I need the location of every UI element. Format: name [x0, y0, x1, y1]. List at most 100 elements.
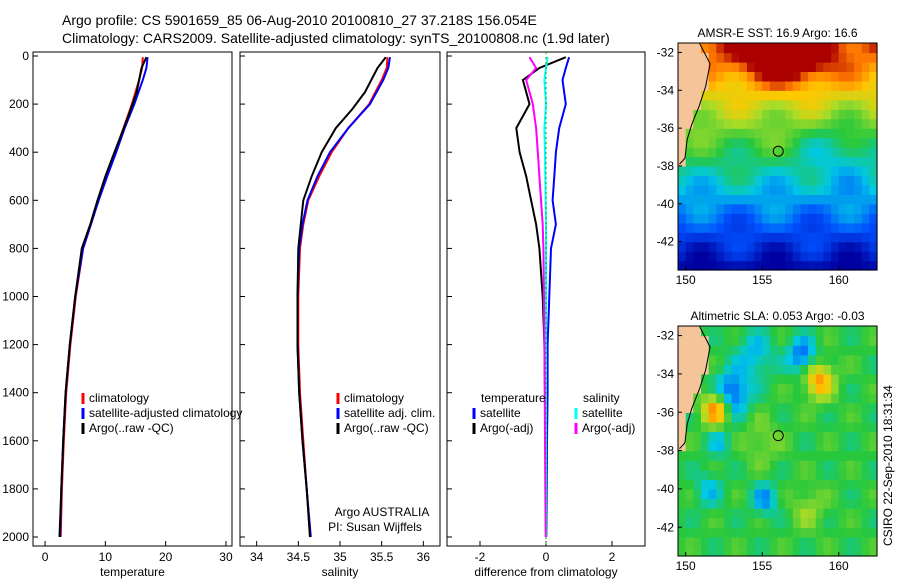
sst-map-value-cell	[846, 213, 855, 224]
sst-map-value-cell	[854, 109, 863, 120]
sst-map-title: AMSR-E SST: 16.9 Argo: 16.6	[697, 26, 857, 40]
sla-map-value-cell	[831, 421, 840, 432]
sla-map-value-cell	[777, 460, 786, 471]
sst-map-value-cell	[823, 194, 832, 205]
sst-map-value-cell	[838, 109, 847, 120]
sla-map-value-cell	[685, 431, 694, 442]
sla-map-value-cell	[754, 373, 763, 385]
sst-map-value-cell	[785, 90, 794, 101]
sla-map-ytick-label: -40	[657, 482, 675, 496]
sst-map-value-cell	[723, 71, 733, 82]
sla-map-value-cell	[800, 441, 809, 452]
sla-map-value-cell	[815, 421, 825, 432]
sst-map-value-cell	[716, 109, 725, 120]
sst-map-value-cell	[869, 128, 878, 139]
sst-map-value-cell	[831, 61, 840, 72]
sst-map-value-cell	[815, 147, 825, 158]
sst-map-value-cell	[716, 166, 725, 177]
sst-map-value-cell	[762, 147, 771, 158]
sst-map-value-cell	[716, 80, 725, 91]
sla-map-value-cell	[678, 450, 687, 461]
sst-map-value-cell	[754, 137, 763, 148]
sst-map-value-cell	[754, 109, 763, 120]
sst-map-value-cell	[854, 222, 863, 233]
sla-map-value-cell	[708, 383, 717, 394]
sst-map-value-cell	[808, 147, 817, 158]
sst-map-value-cell	[792, 175, 802, 186]
sla-map-value-cell	[815, 527, 825, 538]
sla-map-value-cell	[785, 488, 794, 500]
sst-map-value-cell	[685, 222, 694, 233]
sst-map-value-cell	[823, 184, 832, 195]
sla-map-value-cell	[777, 508, 786, 519]
sla-map-value-cell	[769, 335, 779, 346]
sla-map-value-cell	[808, 326, 817, 337]
sla-map-value-cell	[754, 546, 763, 557]
sla-map-value-cell	[800, 469, 809, 480]
sla-map-value-cell	[754, 421, 763, 432]
sst-map-value-cell	[731, 222, 740, 233]
sst-map-value-cell	[708, 156, 717, 167]
sla-map-value-cell	[777, 402, 786, 413]
sla-map-value-cell	[800, 345, 809, 356]
sla-map-value-cell	[846, 402, 855, 413]
sla-map-value-cell	[823, 517, 832, 528]
sla-map-value-cell	[838, 402, 847, 413]
sst-map-value-cell	[746, 128, 756, 139]
sst-map-value-cell	[792, 166, 802, 177]
sla-map-value-cell	[861, 393, 870, 404]
sst-map-value-cell	[831, 251, 840, 262]
sla-map-value-cell	[869, 460, 878, 471]
sla-map-land-cell	[685, 335, 694, 346]
sla-map-value-cell	[762, 546, 771, 557]
sst-map-ytick-label: -34	[657, 83, 675, 97]
sst-map-value-cell	[808, 222, 817, 233]
sla-map-value-cell	[831, 450, 840, 461]
sst-map-value-cell	[838, 118, 847, 129]
sla-map-value-cell	[739, 508, 748, 519]
sst-map-value-cell	[861, 232, 870, 243]
sst-map-value-cell	[746, 147, 756, 158]
sla-map-value-cell	[861, 383, 870, 394]
salinity-xlabel: salinity	[322, 565, 359, 579]
sla-map-value-cell	[731, 354, 740, 365]
sla-map-value-cell	[785, 431, 794, 442]
sst-map-value-cell	[815, 156, 825, 167]
sst-map-value-cell	[769, 260, 779, 271]
sla-map-value-cell	[716, 345, 725, 356]
sst-map-value-cell	[701, 43, 710, 54]
sla-map-value-cell	[831, 517, 840, 528]
sla-map-land-cell	[678, 431, 687, 442]
sst-map-value-cell	[854, 166, 863, 177]
sla-map-value-cell	[723, 469, 733, 480]
sst-map-value-cell	[800, 99, 809, 110]
sla-map-value-cell	[861, 536, 870, 547]
sst-map-value-cell	[746, 52, 756, 63]
sst-map-value-cell	[723, 232, 733, 243]
argo-country-annotation: Argo AUSTRALIA	[335, 505, 430, 519]
salinity-xtick-label: 34.5	[287, 550, 311, 564]
sst-map-value-cell	[800, 71, 809, 82]
sla-map-value-cell	[846, 508, 855, 519]
sla-map-value-cell	[777, 546, 786, 557]
sla-map-value-cell	[815, 383, 825, 394]
sst-map-value-cell	[792, 43, 802, 54]
sst-map-value-cell	[769, 175, 779, 186]
sla-map-value-cell	[838, 441, 847, 452]
sst-map-value-cell	[678, 251, 687, 262]
sla-map-value-cell	[861, 498, 870, 509]
sla-map-value-cell	[731, 441, 740, 452]
sst-map-value-cell	[838, 213, 847, 224]
sla-map-value-cell	[701, 527, 710, 538]
sst-map-value-cell	[854, 213, 863, 224]
sla-map-value-cell	[792, 460, 802, 471]
sla-map-value-cell	[838, 536, 847, 547]
sst-map-value-cell	[769, 128, 779, 139]
sst-map-value-cell	[754, 166, 763, 177]
sla-map-value-cell	[769, 488, 779, 500]
sla-map-value-cell	[723, 450, 733, 461]
sla-map-value-cell	[854, 364, 863, 375]
sla-map-value-cell	[800, 354, 809, 365]
sla-map-value-cell	[808, 488, 817, 500]
sla-map-value-cell	[754, 441, 763, 452]
